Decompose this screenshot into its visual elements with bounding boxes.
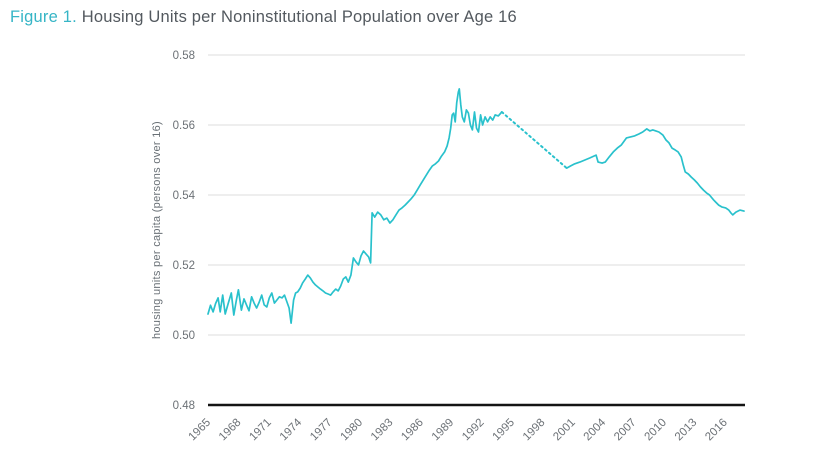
y-tick-label: 0.58 (173, 50, 195, 62)
x-tick-label: 2013 (673, 417, 700, 444)
y-tick-label: 0.54 (173, 190, 196, 202)
x-tick-label: 1986 (399, 417, 426, 444)
x-tick-label: 2001 (551, 417, 578, 444)
x-tick-label: 1992 (460, 417, 487, 444)
x-tick-label: 1971 (247, 417, 274, 444)
x-tick-label: 1968 (217, 417, 244, 444)
x-tick-label: 1974 (278, 416, 305, 443)
figure-number-label: Figure 1. (10, 8, 77, 26)
figure-title-text: Housing Units per Noninstitutional Popul… (76, 8, 517, 26)
x-tick-label: 1998 (521, 417, 548, 444)
x-tick-label: 1983 (369, 417, 396, 444)
y-tick-label: 0.50 (173, 330, 195, 342)
series-line-solid (565, 128, 745, 216)
x-tick-label: 1977 (308, 417, 335, 444)
x-tick-label: 2010 (642, 417, 669, 444)
x-tick-label: 1995 (491, 417, 518, 444)
x-tick-label: 1965 (187, 417, 214, 444)
series-line-dotted-gap (500, 111, 568, 170)
x-tick-label: 2007 (612, 417, 639, 444)
y-tick-label: 0.56 (173, 120, 195, 132)
y-tick-label: 0.48 (173, 400, 195, 412)
y-tick-label: 0.52 (173, 260, 195, 272)
x-tick-label: 2016 (703, 417, 730, 444)
series-line-solid (207, 88, 503, 324)
figure-title: Figure 1. Housing Units per Noninstituti… (10, 8, 517, 27)
x-tick-label: 2004 (582, 416, 609, 443)
x-tick-label: 1980 (339, 417, 366, 444)
x-tick-label: 1989 (430, 417, 457, 444)
y-axis-title: housing units per capita (persons over 1… (151, 121, 163, 339)
